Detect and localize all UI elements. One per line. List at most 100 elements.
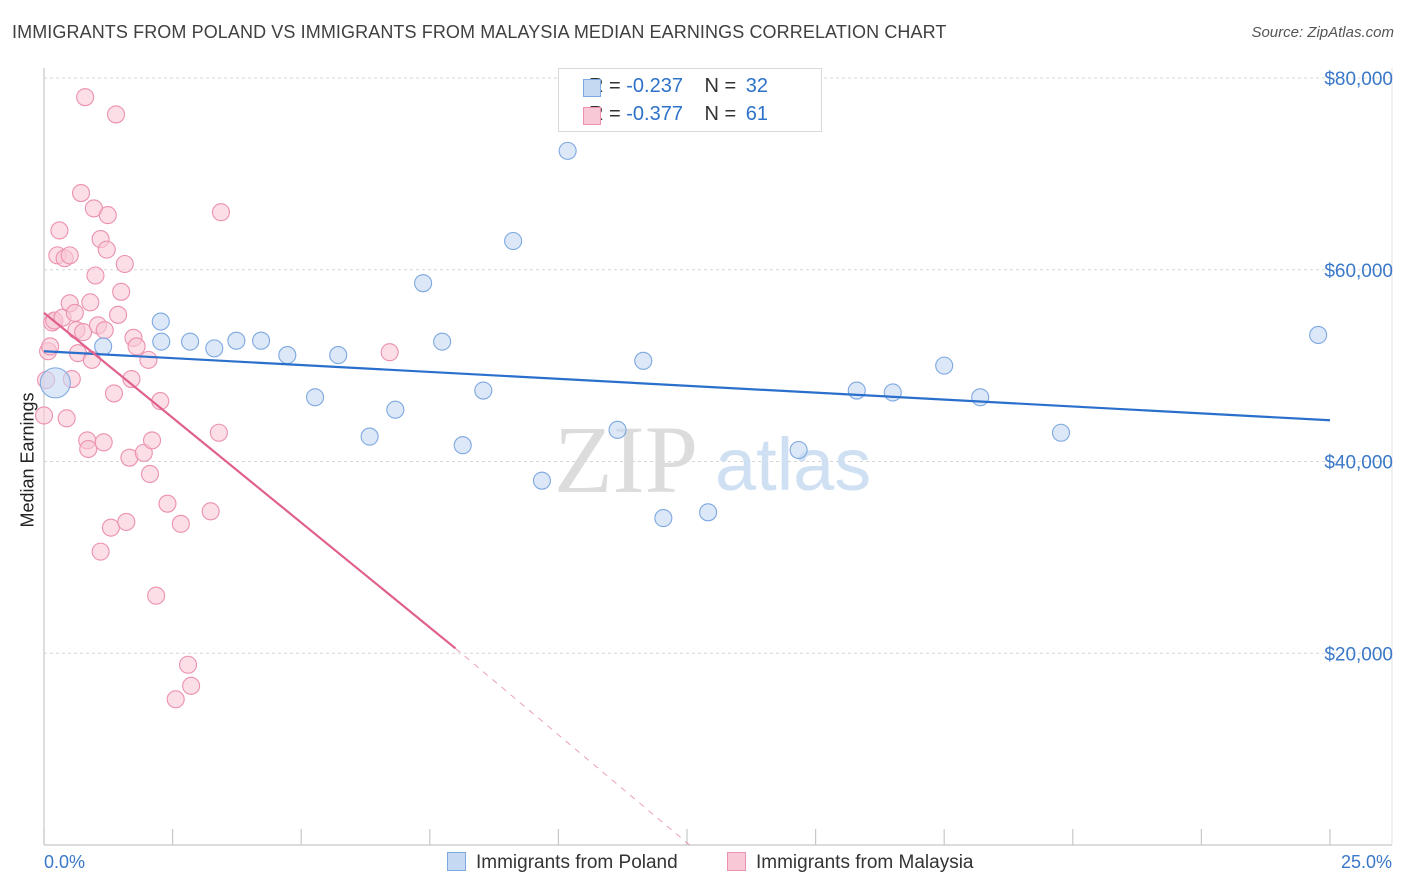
malaysia-point-32: [98, 206, 117, 225]
poland-point-21: [634, 351, 653, 370]
malaysia-point-31: [97, 240, 116, 259]
malaysia-point-46: [140, 464, 160, 484]
poland-point-26: [883, 383, 902, 402]
legend-row-poland: R = -0.237 N = 32: [583, 75, 769, 98]
poland-r-value: -0.237: [626, 75, 683, 97]
malaysia-trend-line: [43, 312, 457, 650]
watermark-zip: ZIP: [554, 406, 698, 513]
poland-point-29: [1051, 423, 1071, 442]
malaysia-point-21: [79, 439, 98, 459]
malaysia-point-25: [86, 266, 105, 285]
poland-series: [39, 141, 1328, 528]
malaysia-point-43: [127, 337, 146, 356]
x-tick-min: 0.0%: [44, 852, 86, 872]
malaysia-point-51: [166, 690, 185, 709]
y-axis-label: Median Earnings: [17, 392, 38, 528]
malaysia-point-50: [158, 494, 177, 513]
malaysia-point-17: [71, 184, 91, 203]
poland-point-2: [152, 332, 171, 351]
poland-point-24: [789, 440, 808, 460]
y-tick-labels: $20,000 $40,000 $60,000 $80,000: [1324, 69, 1393, 665]
poland-trend-line: [43, 350, 1331, 422]
malaysia-point-27: [91, 542, 110, 561]
watermark: ZIP atlas: [554, 406, 871, 513]
malaysia-point-7: [50, 221, 69, 240]
poland-point-20: [608, 420, 627, 439]
poland-point-15: [453, 436, 472, 455]
poland-point-30: [1309, 325, 1328, 344]
poland-point-17: [504, 231, 523, 251]
malaysia-point-19: [76, 88, 95, 107]
malaysia-legend-label: Immigrants from Malaysia: [756, 852, 974, 873]
malaysia-point-44: [134, 443, 153, 462]
poland-point-13: [414, 274, 433, 293]
bottom-legend-poland[interactable]: Immigrants from Poland: [447, 852, 678, 874]
axis-layer: [43, 68, 1393, 846]
malaysia-point-30: [95, 321, 114, 340]
malaysia-point-29: [94, 433, 113, 452]
poland-legend-label: Immigrants from Poland: [476, 852, 678, 873]
poland-point-12: [386, 400, 405, 419]
malaysia-point-34: [104, 384, 124, 403]
poland-point-14: [433, 332, 452, 351]
poland-point-10: [329, 346, 348, 365]
poland-n-value: 32: [745, 75, 769, 97]
poland-point-28: [971, 388, 990, 407]
malaysia-point-18: [74, 323, 93, 342]
malaysia-legend-swatch: [727, 852, 746, 871]
malaysia-point-58: [380, 343, 399, 362]
source-credit: Source: ZipAtlas.com: [1251, 24, 1394, 41]
poland-point-3: [151, 312, 170, 331]
malaysia-series: [34, 88, 399, 709]
y-tick-label-3: $80,000: [1324, 69, 1393, 90]
chart-title: IMMIGRANTS FROM POLAND VS IMMIGRANTS FRO…: [12, 22, 947, 42]
bottom-legend-malaysia[interactable]: Immigrants from Malaysia: [727, 852, 974, 874]
poland-point-5: [205, 339, 224, 358]
poland-point-9: [306, 388, 325, 407]
poland-point-22: [654, 509, 673, 528]
poland-n-label: N =: [704, 75, 737, 97]
legend-row-malaysia: R = -0.377 N = 61: [583, 103, 769, 126]
malaysia-point-52: [171, 514, 190, 533]
malaysia-point-47: [142, 431, 162, 450]
x-tick-max: 25.0%: [1340, 852, 1392, 872]
malaysia-r-value: -0.377: [626, 103, 683, 125]
poland-point-27: [935, 356, 954, 375]
malaysia-n-label: N =: [704, 103, 737, 125]
malaysia-point-39: [117, 512, 136, 531]
malaysia-point-54: [182, 676, 201, 695]
poland-point-4: [181, 332, 200, 351]
poland-point-19: [558, 141, 577, 160]
poland-point-7: [252, 331, 271, 350]
poland-point-11: [360, 427, 379, 446]
poland-point-1: [94, 337, 113, 356]
poland-legend-swatch: [447, 852, 466, 871]
malaysia-point-0: [34, 406, 54, 425]
poland-point-8: [278, 346, 297, 365]
grid-layer: [44, 77, 1392, 654]
y-tick-label-2: $60,000: [1324, 261, 1393, 282]
poland-point-6: [227, 331, 246, 350]
poland-point-18: [532, 471, 551, 490]
malaysia-point-12: [60, 246, 79, 265]
malaysia-point-41: [122, 369, 141, 389]
malaysia-point-56: [209, 423, 228, 442]
malaysia-swatch: [583, 107, 601, 125]
watermark-atlas: atlas: [715, 423, 871, 506]
malaysia-point-36: [109, 305, 128, 324]
poland-swatch: [583, 79, 601, 97]
malaysia-point-14: [65, 303, 84, 322]
poland-point-16: [474, 381, 493, 400]
malaysia-point-37: [112, 282, 131, 301]
trend-lines: [43, 312, 1331, 846]
malaysia-point-33: [101, 518, 120, 537]
correlation-legend: R = -0.237 N = 32 R = -0.377 N = 61: [558, 68, 822, 132]
poland-point-0: [39, 367, 71, 399]
malaysia-n-value: 61: [745, 103, 769, 125]
malaysia-point-35: [106, 105, 126, 124]
malaysia-point-38: [115, 254, 134, 274]
malaysia-point-55: [201, 502, 220, 521]
y-tick-label-0: $20,000: [1324, 644, 1393, 665]
malaysia-point-53: [178, 655, 198, 674]
poland-point-25: [847, 381, 866, 400]
